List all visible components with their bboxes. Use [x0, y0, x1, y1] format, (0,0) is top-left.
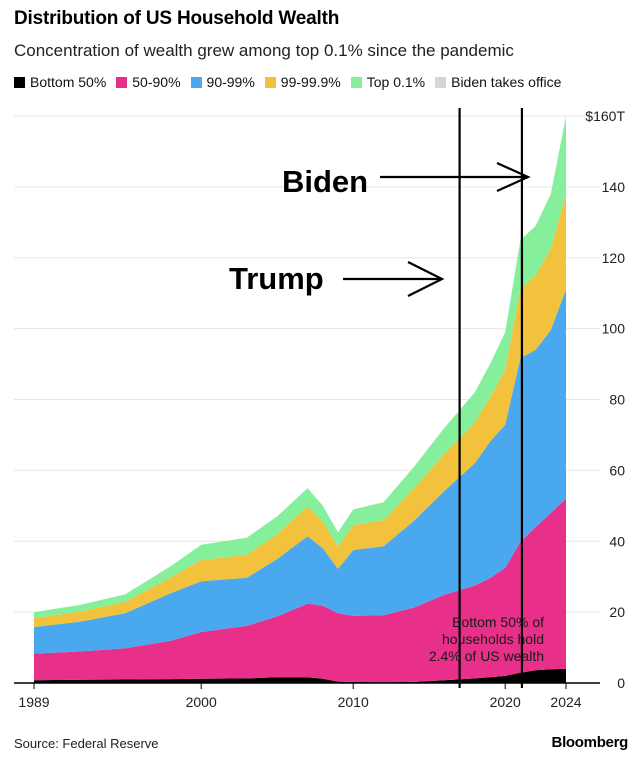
x-tick-label: 2010 [338, 694, 369, 710]
legend-item-50-90: 50-90% [116, 74, 181, 90]
legend-label: Biden takes office [451, 74, 562, 90]
legend-swatch [264, 76, 276, 88]
legend-item-99-99-9: 99-99.9% [264, 74, 341, 90]
y-tick-label: $160T [585, 108, 625, 124]
legend-swatch [435, 76, 447, 88]
legend-label: Top 0.1% [366, 74, 426, 90]
source-note: Source: Federal Reserve [14, 736, 159, 751]
bottom-note-line-1: Bottom 50% of [452, 614, 544, 630]
legend-item-top-0-1: Top 0.1% [350, 74, 426, 90]
series-area-90-99 [34, 289, 566, 654]
y-tick-label: 0 [617, 675, 625, 691]
legend-label: Bottom 50% [30, 74, 107, 90]
legend-swatch [350, 76, 362, 88]
chart-title: Distribution of US Household Wealth [14, 8, 340, 29]
axis-layer: 0 20 40 60 80 100 120 140 $160T 1989 2000 2010 2020 2… [14, 108, 625, 710]
y-tick-label: 140 [602, 179, 626, 195]
y-tick-label: 60 [609, 462, 625, 478]
y-tick-label: 120 [602, 250, 626, 266]
legend-swatch [116, 76, 128, 88]
bottom-note-line-3: 2.4% of US wealth [429, 648, 544, 664]
series-area-bottom-50 [34, 668, 566, 683]
series-area-99-99-9 [34, 194, 566, 627]
annotation-layer: Biden Trump Bottom 50% of households hol… [229, 161, 544, 664]
legend-item-90-99: 90-99% [190, 74, 255, 90]
y-tick-label: 40 [609, 533, 625, 549]
area-layer [34, 116, 566, 683]
y-tick-label: 100 [602, 321, 626, 337]
y-tick-label: 80 [609, 392, 625, 408]
series-area-50-90 [34, 498, 566, 683]
chart-legend: Bottom 50% 50-90% 90-99% 99-99.9% Top 0.… [14, 74, 561, 90]
marker-layer [458, 108, 524, 688]
legend-item-biden-takes-office: Biden takes office [435, 74, 561, 90]
bottom-note-line-2: households hold [442, 631, 544, 647]
legend-label: 50-90% [132, 74, 181, 90]
trump-arrow [343, 261, 445, 297]
legend-item-bottom-50: Bottom 50% [14, 74, 106, 90]
x-tick-label: 2020 [490, 694, 521, 710]
x-tick-label: 1989 [18, 694, 49, 710]
x-tick-label: 2024 [550, 694, 581, 710]
trump-annotation: Trump [229, 261, 324, 296]
legend-label: 90-99% [206, 74, 255, 90]
bloomberg-logo: Bloomberg [551, 734, 629, 751]
chart-subtitle: Concentration of wealth grew among top 0… [14, 41, 514, 60]
biden-annotation: Biden [282, 164, 368, 199]
legend-label: 99-99.9% [280, 74, 341, 90]
legend-swatch [14, 76, 25, 88]
x-tick-label: 2000 [186, 694, 217, 710]
y-tick-label: 20 [609, 604, 625, 620]
legend-swatch [190, 76, 202, 88]
biden-arrow [380, 161, 531, 193]
